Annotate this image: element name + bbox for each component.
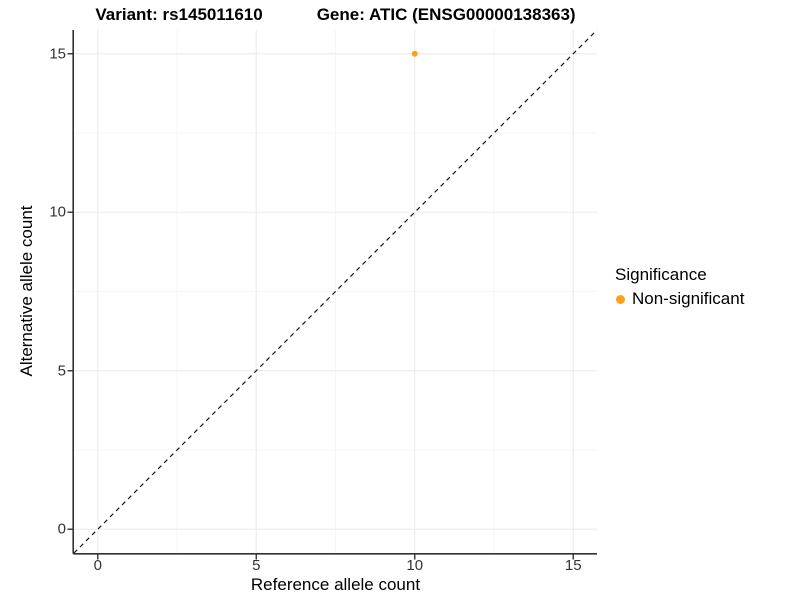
- y-tick-label-0: 0: [57, 520, 66, 538]
- plot-title: Variant: rs145011610 Gene: ATIC (ENSG000…: [74, 5, 597, 25]
- y-tick-label-15: 15: [49, 45, 66, 63]
- identity-dashed-line: [73, 29, 598, 554]
- x-axis-title: Reference allele count: [250, 575, 421, 594]
- plot-title-gene: Gene: ATIC (ENSG00000138363): [316, 5, 576, 24]
- y-tick-label-10: 10: [49, 203, 66, 221]
- data-point-non-significant: [411, 50, 418, 57]
- legend-title: Significance: [615, 265, 707, 284]
- legend-point-icon: [616, 294, 625, 304]
- y-tick-label-5: 5: [57, 362, 66, 380]
- x-tick-label-15: 15: [564, 557, 582, 574]
- x-tick-label-10: 10: [406, 557, 424, 574]
- legend-item-non-significant: Non-significant: [615, 289, 744, 309]
- x-tick-label-0: 0: [93, 557, 102, 574]
- legend: Significance Non-significant: [615, 265, 744, 309]
- y-axis-title: Alternative allele count: [17, 205, 36, 377]
- x-tick-label-5: 5: [252, 557, 261, 574]
- legend-item-label: Non-significant: [632, 289, 745, 308]
- plot-title-variant: Variant: rs145011610: [95, 5, 263, 24]
